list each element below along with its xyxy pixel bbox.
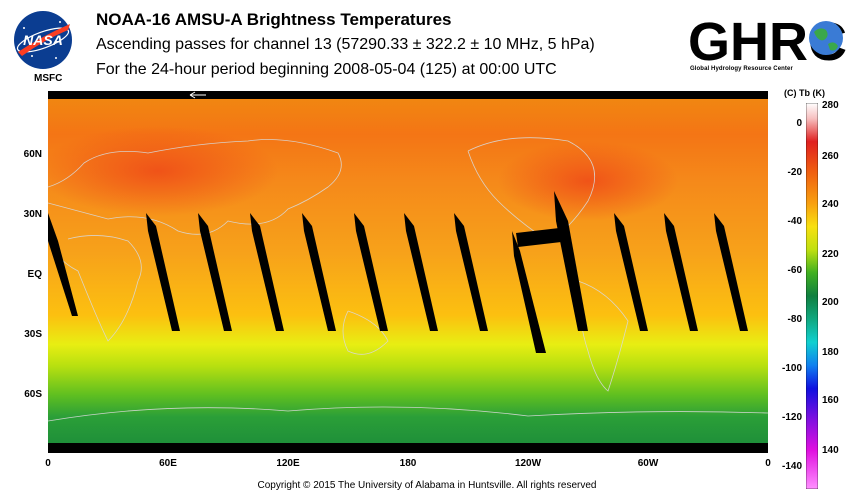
lon-label-180: 180 [399, 458, 417, 469]
cb-c-minus20: -20 [787, 167, 802, 178]
page-subtitle: Ascending passes for channel 13 (57290.3… [96, 36, 595, 53]
cb-k-140: 140 [822, 445, 839, 456]
lat-label-30s: 30S [24, 329, 42, 340]
lat-label-30n: 30N [23, 209, 42, 220]
top-gap-band [48, 91, 768, 99]
lon-label-60w: 60W [637, 458, 659, 469]
cb-c-minus80: -80 [787, 314, 802, 325]
colorbar [806, 103, 818, 489]
lon-label-120w: 120W [514, 458, 542, 469]
nasa-logo: NASA [14, 11, 72, 69]
data-gaps [48, 191, 748, 353]
lat-label-60n: 60N [23, 149, 42, 160]
cb-k-220: 220 [822, 249, 839, 260]
coastlines [48, 137, 768, 422]
copyright-notice: Copyright © 2015 The University of Alaba… [257, 480, 597, 491]
lon-label-0-right: 0 [765, 458, 771, 469]
page-title: NOAA-16 AMSU-A Brightness Temperatures [96, 10, 452, 29]
direction-arrow-icon [189, 91, 206, 99]
svg-text:NASA: NASA [23, 32, 63, 48]
cb-k-260: 260 [822, 151, 839, 162]
bottom-gap-band [48, 443, 768, 453]
cb-k-240: 240 [822, 199, 839, 210]
cb-k-200: 200 [822, 297, 839, 308]
ghrc-logo: GHRC [688, 12, 847, 68]
cb-c-minus120: -120 [781, 412, 802, 423]
warm-region-america [498, 141, 678, 221]
brightness-temperature-map [48, 91, 768, 453]
lat-label-eq: EQ [27, 269, 42, 280]
warm-region-eurasia [48, 126, 278, 216]
lon-label-0-left: 0 [45, 458, 51, 469]
nasa-msfc-label: MSFC [34, 73, 63, 84]
cb-c-minus60: -60 [787, 265, 802, 276]
cb-k-180: 180 [822, 347, 839, 358]
cb-k-280: 280 [822, 100, 839, 111]
cb-c-minus40: -40 [787, 216, 802, 227]
lon-label-120e: 120E [276, 458, 300, 469]
time-period: For the 24-hour period beginning 2008-05… [96, 61, 557, 78]
cb-c-0: 0 [796, 118, 802, 129]
cb-c-minus100: -100 [781, 363, 802, 374]
cb-k-160: 160 [822, 395, 839, 406]
cb-c-minus140: -140 [781, 461, 802, 472]
colorbar-units: (C) Tb (K) [784, 88, 825, 98]
lon-label-60e: 60E [159, 458, 177, 469]
lat-label-60s: 60S [24, 389, 42, 400]
ghrc-subtitle: Global Hydrology Resource Center [690, 66, 793, 72]
